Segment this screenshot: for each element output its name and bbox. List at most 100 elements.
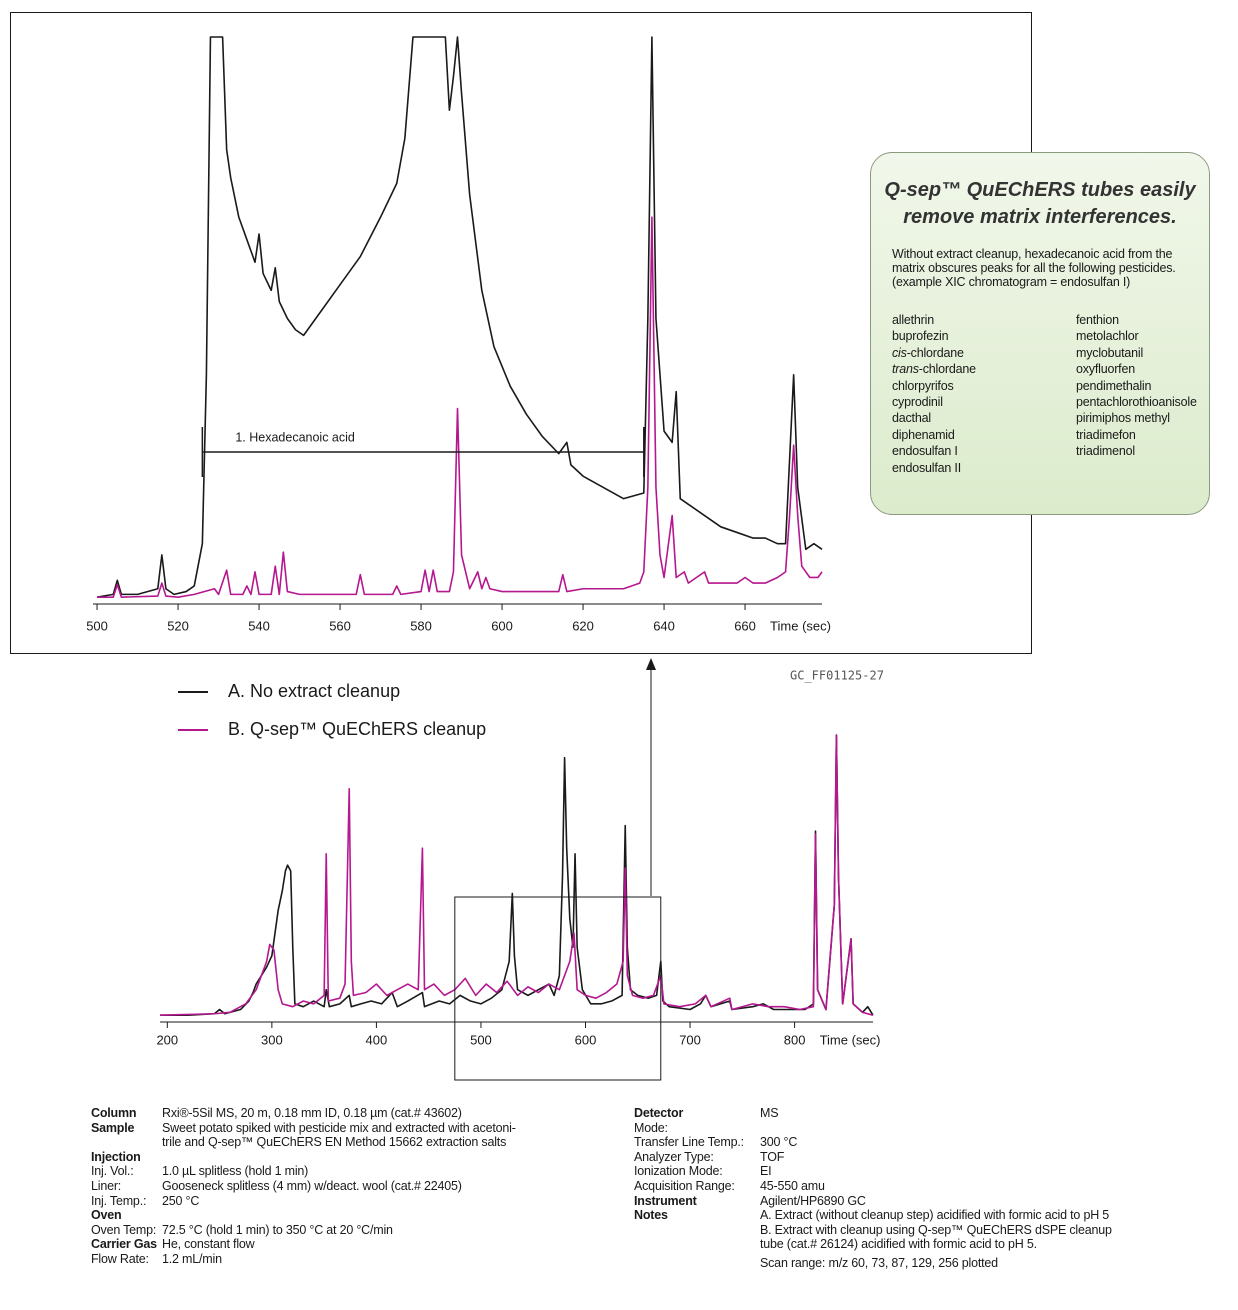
condition-label: Injection xyxy=(91,1149,141,1164)
condition-label: Detector xyxy=(634,1106,684,1120)
compound: pirimiphos methyl xyxy=(1076,411,1170,426)
condition-row: Liner: Gooseneck splitless (4 mm) w/deact… xyxy=(91,1179,516,1194)
condition-value: EI xyxy=(760,1164,772,1179)
condition-label: Flow Rate: xyxy=(91,1251,149,1266)
x-tick-label: 660 xyxy=(734,618,756,633)
compound: triadimefon xyxy=(1076,427,1136,442)
condition-label: Carrier Gas xyxy=(91,1237,157,1252)
compound-prefix: cis xyxy=(892,345,907,360)
condition-row: Transfer Line Temp.: 300 °C xyxy=(634,1135,1112,1150)
condition-row: Instrument Agilent/HP6890 GC xyxy=(634,1194,1112,1209)
zoom-arrow-head xyxy=(646,658,656,670)
x-tick-label: 500 xyxy=(86,618,108,633)
condition-row: Ionization Mode: EI xyxy=(634,1164,1112,1179)
compound: pentachlorothioanisole xyxy=(1076,395,1197,410)
condition-row: Oven Temp: 72.5 °C (hold 1 min) to 350 °C… xyxy=(91,1223,516,1238)
x-tick-label: 400 xyxy=(366,1032,388,1047)
condition-value: He, constant flow xyxy=(162,1237,255,1252)
condition-label: Mode: xyxy=(634,1120,668,1135)
condition-row: Inj. Vol.: 1.0 µL splitless (hold 1 min) xyxy=(91,1164,516,1179)
condition-row: Notes A. Extract (without cleanup step) a… xyxy=(634,1208,1112,1270)
condition-row: Carrier Gas He, constant flow xyxy=(91,1237,516,1252)
annotation-label: 1. Hexadecanoic acid xyxy=(235,430,355,444)
x-tick-label: 800 xyxy=(784,1032,806,1047)
legend-label: A. No extract cleanup xyxy=(228,681,400,701)
conditions-left: Column Rxi®-5Sil MS, 20 m, 0.18 mm ID, 0.… xyxy=(91,1106,516,1267)
condition-line: Agilent/HP6890 GC xyxy=(760,1193,866,1208)
compound: endosulfan II xyxy=(892,460,961,475)
condition-label: Transfer Line Temp.: xyxy=(634,1135,744,1150)
figure-id: GC_FF01125-27 xyxy=(790,669,884,683)
figure: GC_FF01125-27 500 520 540 560 580 600 620 640 66… xyxy=(10,12,1032,1081)
condition-line: MS xyxy=(760,1106,779,1120)
condition-label: Instrument xyxy=(634,1193,697,1208)
compound-name: -chlordane xyxy=(906,345,964,360)
condition-value: TOF xyxy=(760,1150,784,1165)
condition-label: Inj. Temp.: xyxy=(91,1193,147,1208)
compound: diphenamid xyxy=(892,427,955,442)
zoom-box xyxy=(454,896,662,1081)
condition-label: Oven xyxy=(91,1208,122,1223)
condition-value: 1.0 µL splitless (hold 1 min) xyxy=(162,1164,308,1179)
condition-value: MS xyxy=(760,1106,779,1121)
x-tick-label: 560 xyxy=(329,618,351,633)
x-tick-label: 600 xyxy=(575,1032,597,1047)
condition-value: A. Extract (without cleanup step) acidif… xyxy=(760,1208,1112,1270)
condition-label: Column xyxy=(91,1106,137,1120)
condition-value: Agilent/HP6890 GC xyxy=(760,1194,866,1209)
x-tick-label: 640 xyxy=(653,618,675,633)
condition-value: 250 °C xyxy=(162,1194,199,1209)
compound: oxyfluorfen xyxy=(1076,362,1135,377)
condition-row: Oven xyxy=(91,1208,516,1223)
condition-line: Rxi®-5Sil MS, 20 m, 0.18 mm ID, 0.18 µm … xyxy=(162,1106,462,1120)
condition-value: Sweet potato spiked with pesticide mix a… xyxy=(162,1121,516,1150)
callout-title: Q-sep™ QuEChERS tubes easily remove matr… xyxy=(884,179,1196,228)
condition-line: A. Extract (without cleanup step) acidif… xyxy=(760,1208,1110,1223)
x-tick-label: 200 xyxy=(156,1032,178,1047)
condition-line: 45-550 amu xyxy=(760,1178,825,1193)
condition-line: 1.2 mL/min xyxy=(162,1251,222,1266)
condition-row: Mode: xyxy=(634,1121,1112,1136)
condition-line: Sweet potato spiked with pesticide mix a… xyxy=(162,1120,516,1135)
conditions-right: Detector MS Mode: Transfer Line Temp.: 300 °… xyxy=(634,1106,1112,1271)
condition-line: 1.0 µL splitless (hold 1 min) xyxy=(162,1164,309,1179)
condition-row: Sample Sweet potato spiked with pesticide… xyxy=(91,1121,516,1150)
compound: pendimethalin xyxy=(1076,378,1152,393)
condition-label: Analyzer Type: xyxy=(634,1149,714,1164)
compound: buprofezin xyxy=(892,329,949,344)
condition-line: TOF xyxy=(760,1149,785,1164)
x-tick-label: 580 xyxy=(410,618,432,633)
callout-intro: Without extract cleanup, hexadecanoic ac… xyxy=(892,247,1176,289)
condition-value: Gooseneck splitless (4 mm) w/deact. wool… xyxy=(162,1179,462,1194)
x-tick-label: 300 xyxy=(261,1032,283,1047)
condition-label: Liner: xyxy=(91,1178,122,1193)
trace-line xyxy=(96,36,823,598)
x-tick-label: 500 xyxy=(470,1032,492,1047)
condition-value: 300 °C xyxy=(760,1135,797,1150)
trace-line xyxy=(159,734,874,1016)
compound-name: -chlordane xyxy=(918,362,976,377)
trace-line xyxy=(160,734,874,1016)
compound: allethrin xyxy=(892,313,934,327)
callout: Q-sep™ QuEChERS tubes easily remove matr… xyxy=(870,152,1210,515)
condition-row: Detector MS xyxy=(634,1106,1112,1121)
condition-line: Scan range: m/z 60, 73, 87, 129, 256 plo… xyxy=(760,1255,998,1270)
condition-line: tube (cat.# 26124) acidified with formic… xyxy=(760,1237,1037,1252)
trace-line xyxy=(97,216,823,598)
condition-label: Oven Temp: xyxy=(91,1222,157,1237)
condition-line: 300 °C xyxy=(760,1135,798,1150)
compound: chlorpyrifos xyxy=(892,378,954,393)
condition-line: He, constant flow xyxy=(162,1237,255,1252)
x-tick-label: 540 xyxy=(248,618,270,633)
x-tick-label: 600 xyxy=(491,618,513,633)
condition-value: 45-550 amu xyxy=(760,1179,825,1194)
compound-list: fenthion metolachlor myclobutanil oxyfluorf… xyxy=(1076,312,1197,460)
compound: trans-chlordane xyxy=(892,361,976,377)
condition-row: Inj. Temp.: 250 °C xyxy=(91,1194,516,1209)
condition-row: Analyzer Type: TOF xyxy=(634,1150,1112,1165)
legend-label: B. Q-sep™ QuEChERS cleanup xyxy=(228,719,486,739)
x-tick-label: 520 xyxy=(167,618,189,633)
condition-label: Acquisition Range: xyxy=(634,1178,735,1193)
x-axis-label: Time (sec) xyxy=(820,1032,881,1047)
